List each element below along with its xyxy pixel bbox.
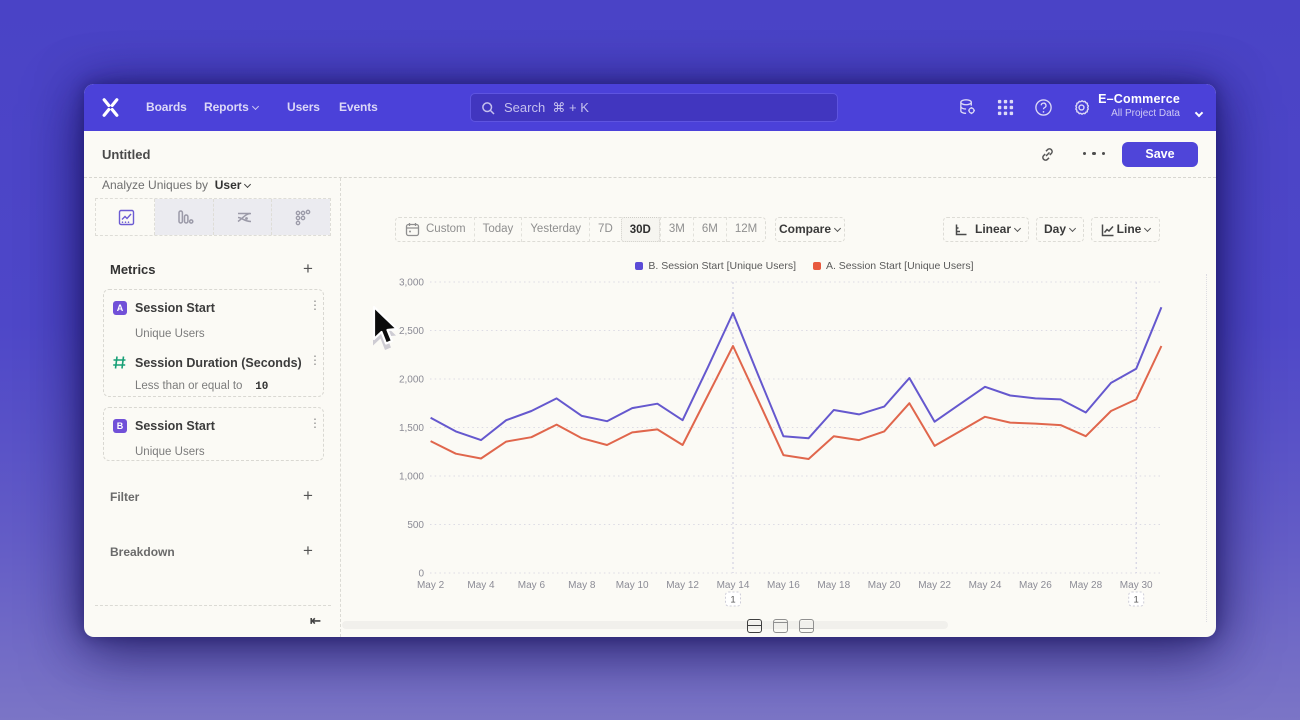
svg-text:2,500: 2,500 xyxy=(399,326,424,337)
svg-text:0: 0 xyxy=(418,569,424,580)
svg-text:May 10: May 10 xyxy=(616,580,649,591)
svg-text:May 24: May 24 xyxy=(969,580,1002,591)
svg-text:May 28: May 28 xyxy=(1069,580,1102,591)
svg-text:500: 500 xyxy=(407,520,424,531)
svg-text:May 4: May 4 xyxy=(467,580,495,591)
svg-text:May 8: May 8 xyxy=(568,580,596,591)
svg-text:May 2: May 2 xyxy=(417,580,445,591)
svg-text:May 20: May 20 xyxy=(868,580,901,591)
svg-text:May 22: May 22 xyxy=(918,580,951,591)
svg-text:May 26: May 26 xyxy=(1019,580,1052,591)
svg-text:May 16: May 16 xyxy=(767,580,800,591)
svg-text:May 30: May 30 xyxy=(1120,580,1153,591)
svg-text:1: 1 xyxy=(730,595,735,606)
svg-text:1,500: 1,500 xyxy=(399,423,424,434)
svg-text:2,000: 2,000 xyxy=(399,375,424,386)
svg-text:1,000: 1,000 xyxy=(399,472,424,483)
svg-text:May 6: May 6 xyxy=(518,580,546,591)
svg-text:1: 1 xyxy=(1134,595,1139,606)
svg-text:May 14: May 14 xyxy=(717,580,750,591)
svg-text:3,000: 3,000 xyxy=(399,278,424,289)
svg-text:May 18: May 18 xyxy=(817,580,850,591)
svg-text:May 12: May 12 xyxy=(666,580,699,591)
